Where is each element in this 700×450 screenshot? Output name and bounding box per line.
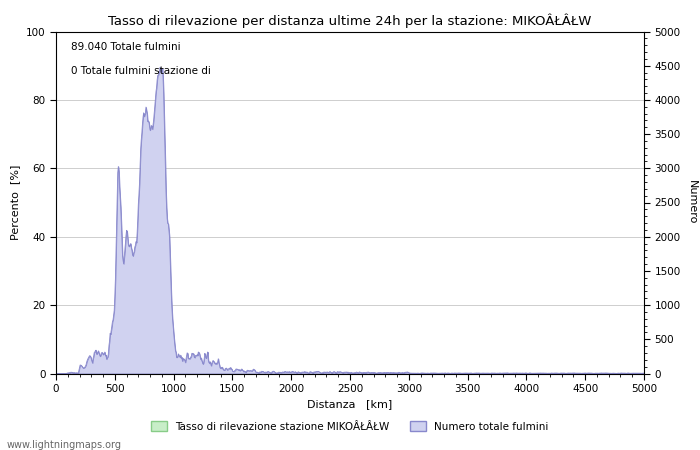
- Text: 0 Totale fulmini stazione di: 0 Totale fulmini stazione di: [71, 66, 211, 76]
- Y-axis label: Numero: Numero: [687, 180, 697, 225]
- Title: Tasso di rilevazione per distanza ultime 24h per la stazione: MIKOÂŁÂŁW: Tasso di rilevazione per distanza ultime…: [108, 13, 592, 27]
- Text: 89.040 Totale fulmini: 89.040 Totale fulmini: [71, 42, 181, 52]
- Legend: Tasso di rilevazione stazione MIKOÂŁÂŁW, Numero totale fulmini: Tasso di rilevazione stazione MIKOÂŁÂŁW,…: [147, 417, 553, 436]
- Y-axis label: Percento  [%]: Percento [%]: [10, 165, 20, 240]
- Text: www.lightningmaps.org: www.lightningmaps.org: [7, 440, 122, 450]
- X-axis label: Distanza   [km]: Distanza [km]: [307, 400, 393, 410]
